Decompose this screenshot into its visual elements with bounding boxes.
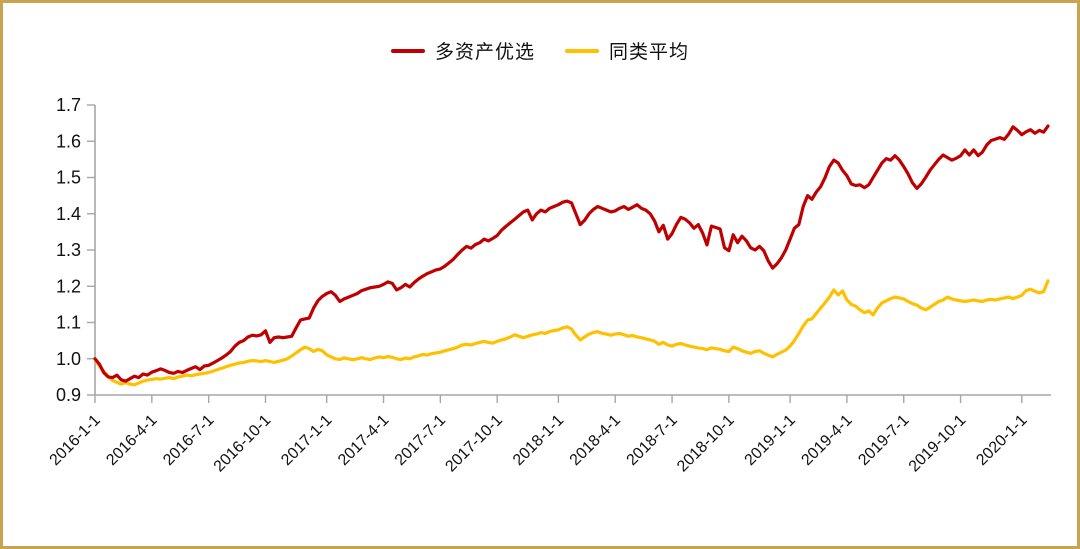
y-axis-tick-label: 1.2 <box>56 276 81 296</box>
series-line-同类平均 <box>93 279 1050 387</box>
x-axis-tick-label: 2018-10-1 <box>674 412 738 476</box>
x-axis-tick-label: 2017-1-1 <box>278 412 335 469</box>
x-axis-tick-label: 2016-4-1 <box>103 412 160 469</box>
y-axis-tick-label: 1.5 <box>56 168 81 188</box>
x-axis-tick-label: 2016-1-1 <box>47 412 104 469</box>
y-axis-tick-label: 1.7 <box>56 95 81 115</box>
y-axis-tick-label: 1.3 <box>56 240 81 260</box>
x-axis-tick-label: 2018-7-1 <box>624 412 681 469</box>
x-axis-tick-label: 2016-7-1 <box>160 412 217 469</box>
chart-legend: 多资产优选 同类平均 <box>3 37 1077 64</box>
x-axis-tick-label: 2019-4-1 <box>798 412 855 469</box>
legend-label-primary: 多资产优选 <box>434 42 535 63</box>
x-axis-tick-label: 2017-10-1 <box>442 412 506 476</box>
legend-line-swatch-red <box>390 48 425 53</box>
x-axis-tick-label: 2016-10-1 <box>211 412 275 476</box>
x-axis-tick-label: 2019-10-1 <box>906 412 970 476</box>
legend-item-average: 同类平均 <box>565 37 689 64</box>
legend-label-average: 同类平均 <box>609 42 690 63</box>
y-axis-tick-label: 0.9 <box>56 385 81 405</box>
legend-line-swatch-yellow <box>565 48 599 53</box>
x-axis-tick-label: 2020-1-1 <box>973 412 1030 469</box>
x-axis-tick-label: 2019-1-1 <box>742 412 799 469</box>
x-axis-tick-label: 2017-7-1 <box>392 412 449 469</box>
series-line-多资产优选 <box>93 124 1050 383</box>
y-axis-tick-label: 1.4 <box>56 204 81 224</box>
y-axis-tick-label: 1.0 <box>56 349 81 369</box>
y-axis-tick-label: 1.6 <box>56 131 81 151</box>
axis-lines <box>94 105 1051 396</box>
legend-item-primary: 多资产优选 <box>390 37 535 64</box>
x-axis-tick-label: 2017-4-1 <box>335 412 392 469</box>
x-axis-tick-label: 2018-1-1 <box>510 412 567 469</box>
x-axis-tick-label: 2019-7-1 <box>855 412 912 469</box>
x-axis-tick-label: 2018-4-1 <box>567 412 624 469</box>
y-axis-tick-label: 1.1 <box>56 313 81 333</box>
